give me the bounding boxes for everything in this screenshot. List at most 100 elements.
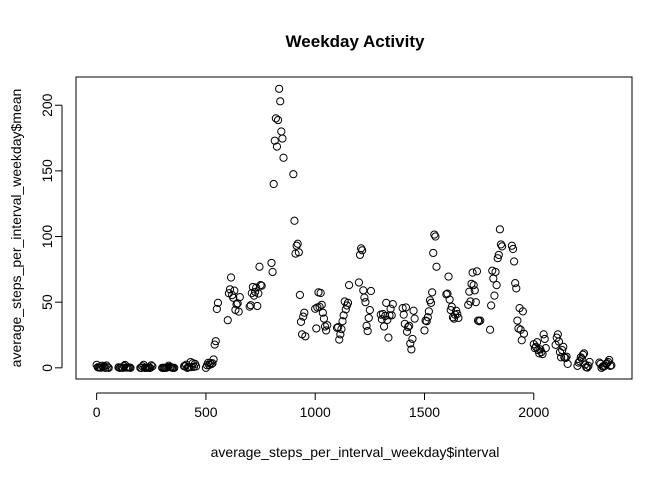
data-point (408, 334, 417, 344)
data-point (386, 304, 395, 313)
data-point (210, 340, 219, 349)
data-point (299, 312, 308, 321)
data-point (381, 311, 390, 321)
data-point (272, 142, 282, 151)
data-point (363, 326, 372, 336)
data-point (494, 250, 503, 260)
data-point (406, 339, 415, 348)
data-point (493, 254, 502, 263)
data-point (454, 313, 463, 323)
data-point (318, 308, 327, 317)
data-point (300, 308, 309, 317)
data-point (273, 115, 283, 125)
plot-frame (75, 76, 633, 380)
data-point (606, 361, 615, 370)
data-point (253, 301, 262, 311)
data-point (444, 272, 453, 281)
data-point (495, 225, 504, 234)
data-point (170, 363, 179, 372)
data-point (290, 216, 299, 225)
data-point (212, 304, 221, 314)
data-point (339, 311, 348, 320)
data-point (211, 337, 220, 346)
data-point (511, 279, 520, 288)
y-tick-label: 0 (39, 364, 55, 372)
y-axis-label: average_steps_per_interval_weekday$mean (8, 89, 24, 368)
data-point (126, 363, 135, 372)
data-point (388, 300, 397, 309)
data-point (423, 313, 432, 322)
data-point (583, 363, 592, 372)
data-point (226, 273, 236, 282)
x-tick-label: 500 (194, 404, 218, 420)
data-point (446, 305, 455, 315)
data-point (338, 317, 347, 326)
data-point (383, 315, 392, 325)
data-point (519, 329, 529, 338)
data-point (541, 344, 550, 353)
data-point (337, 325, 346, 334)
data-point (277, 127, 286, 136)
data-point (401, 303, 411, 312)
data-point (428, 288, 437, 297)
x-tick-label: 1000 (300, 404, 331, 420)
data-point (270, 136, 279, 145)
data-point (561, 353, 570, 363)
data-point (301, 332, 310, 341)
data-point (409, 306, 418, 315)
x-axis: 0 500 1000 1500 2000 (93, 392, 550, 420)
x-tick-label: 1500 (409, 404, 440, 420)
data-point (399, 310, 408, 319)
data-point (465, 287, 474, 296)
data-point (225, 285, 235, 294)
data-point (579, 349, 589, 358)
data-point (320, 322, 330, 331)
data-point (491, 267, 500, 277)
data-point (432, 262, 441, 271)
data-point (294, 248, 303, 257)
data-point (364, 313, 373, 323)
data-point (293, 239, 302, 248)
data-point (487, 301, 496, 310)
data-point (209, 355, 218, 364)
data-point (468, 268, 477, 277)
data-point (430, 230, 439, 239)
data-point (605, 355, 614, 365)
y-tick-label: 200 (39, 93, 55, 117)
data-point (473, 316, 483, 325)
data-point (554, 337, 564, 346)
data-point (279, 153, 288, 162)
data-point (366, 286, 376, 296)
data-point (453, 309, 462, 319)
data-point (208, 359, 217, 368)
data-point (255, 262, 264, 271)
data-point (466, 297, 475, 306)
data-point (256, 281, 265, 290)
data-point (384, 333, 393, 342)
data-point (467, 279, 476, 288)
data-point (271, 114, 280, 123)
data-point (532, 338, 542, 347)
data-point (405, 321, 414, 330)
data-point (387, 311, 396, 320)
data-point (269, 179, 278, 189)
data-point (249, 291, 259, 300)
data-point (276, 97, 285, 106)
data-point (267, 258, 276, 268)
data-point (410, 314, 419, 323)
data-point (245, 302, 254, 311)
data-point (295, 290, 305, 300)
data-point (452, 306, 461, 315)
data-point (355, 250, 365, 260)
data-point (358, 246, 367, 255)
data-point (379, 322, 389, 331)
data-point (407, 345, 416, 354)
data-point (508, 244, 518, 254)
data-point (336, 330, 345, 339)
data-point (578, 350, 588, 359)
data-point (147, 361, 156, 370)
data-point (485, 325, 495, 334)
data-point (563, 359, 572, 368)
data-point (385, 311, 394, 320)
